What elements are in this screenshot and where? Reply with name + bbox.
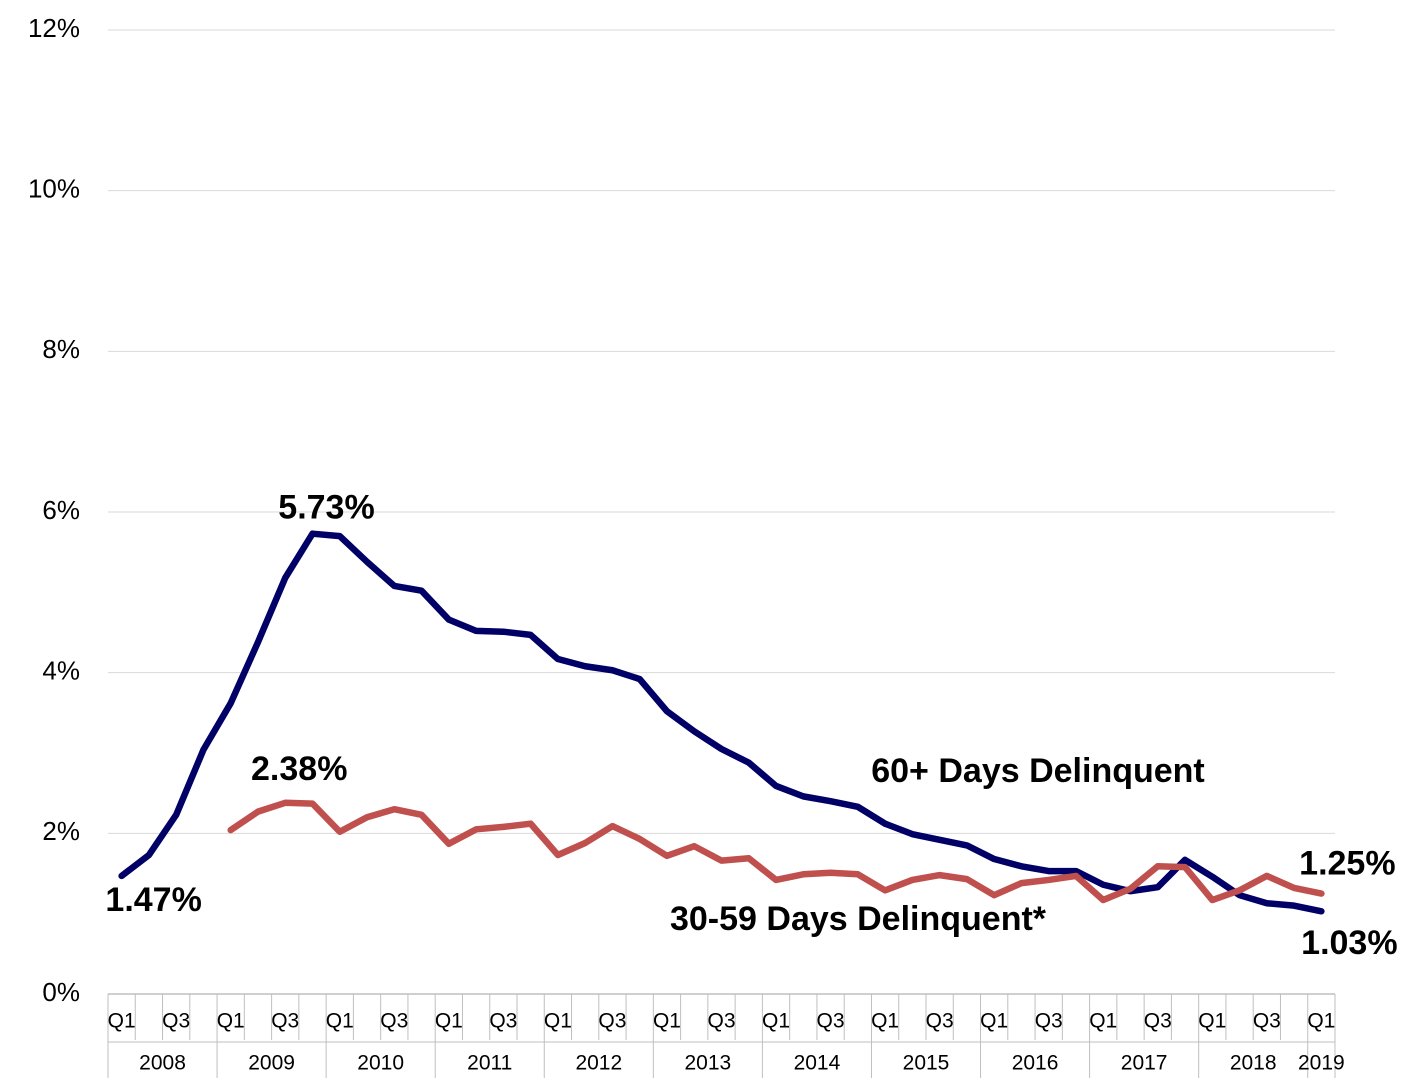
x-tick-label: Q1 [1307,1010,1335,1033]
x-tick-label: Q1 [653,1010,681,1033]
year-label: 2017 [1121,1052,1168,1075]
x-tick-label: Q1 [544,1010,572,1033]
data-label: 1.47% [105,881,201,919]
y-tick-label: 4% [42,656,80,686]
x-tick-label: Q3 [489,1010,517,1033]
year-label: 2014 [794,1052,841,1075]
data-label: 5.73% [278,489,374,527]
y-tick-label: 8% [42,334,80,364]
series-name: 60+ Days Delinquent [871,752,1205,790]
series-line [118,530,1325,915]
x-tick-label: Q3 [1035,1010,1063,1033]
x-tick-label: Q1 [762,1010,790,1033]
year-label: 2015 [903,1052,950,1075]
x-tick-label: Q3 [271,1010,299,1033]
x-tick-label: Q1 [980,1010,1008,1033]
x-tick-label: Q3 [926,1010,954,1033]
year-label: 2012 [575,1052,622,1075]
x-tick-label: Q1 [435,1010,463,1033]
x-tick-label: Q3 [598,1010,626,1033]
data-label: 1.03% [1301,924,1397,962]
x-tick-label: Q1 [217,1010,245,1033]
year-label: 2011 [467,1052,512,1075]
y-tick-label: 12% [28,13,80,43]
x-tick-label: Q1 [1198,1010,1226,1033]
data-label: 1.25% [1299,845,1395,883]
year-label: 2019 [1298,1052,1345,1075]
y-tick-label: 2% [42,816,80,846]
x-tick-label: Q1 [871,1010,899,1033]
x-tick-label: Q3 [162,1010,190,1033]
series-name: 30-59 Days Delinquent* [670,900,1047,938]
year-label: 2009 [248,1052,295,1075]
series-line [227,799,1325,904]
year-label: 2013 [685,1052,732,1075]
x-tick-label: Q3 [1253,1010,1281,1033]
year-label: 2018 [1230,1052,1277,1075]
year-label: 2016 [1012,1052,1059,1075]
y-tick-label: 6% [42,495,80,525]
y-tick-label: 10% [28,174,80,204]
x-tick-label: Q3 [1144,1010,1172,1033]
year-label: 2010 [357,1052,404,1075]
x-tick-label: Q3 [817,1010,845,1033]
x-tick-label: Q1 [108,1010,136,1033]
year-label: 2008 [139,1052,186,1075]
x-tick-label: Q3 [707,1010,735,1033]
x-tick-label: Q3 [380,1010,408,1033]
x-tick-label: Q1 [326,1010,354,1033]
data-label: 2.38% [251,750,347,788]
y-tick-label: 0% [42,977,80,1007]
x-tick-label: Q1 [1089,1010,1117,1033]
